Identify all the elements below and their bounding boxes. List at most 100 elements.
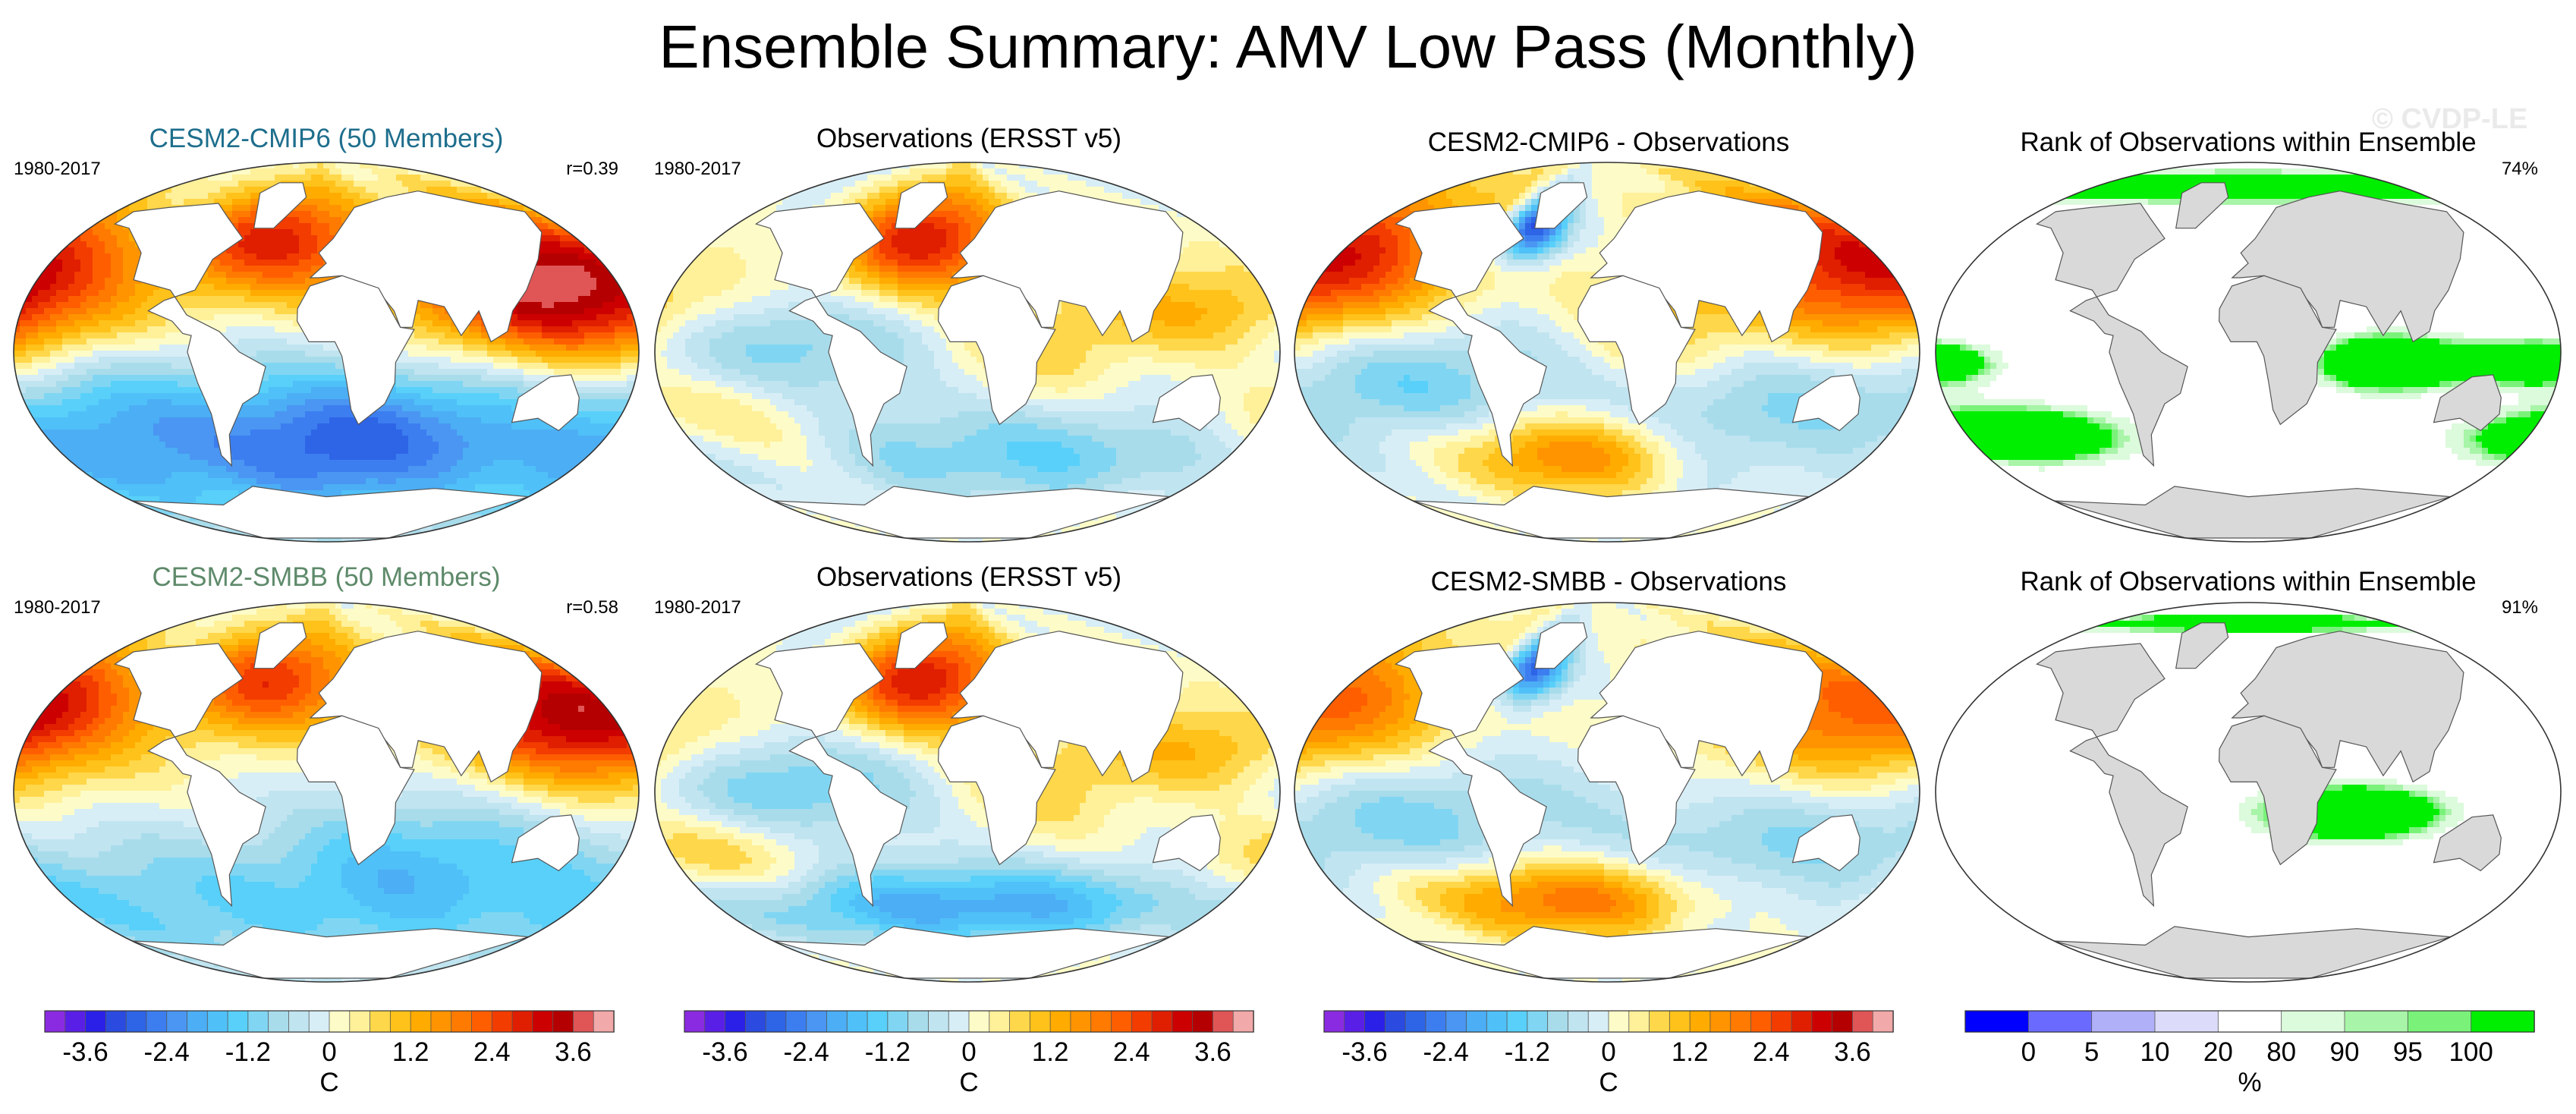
colorbar-bin xyxy=(85,1010,107,1033)
colorbar-bin xyxy=(1131,1010,1153,1033)
map-border xyxy=(1294,602,1920,983)
colorbar-bin xyxy=(1587,1010,1609,1033)
colorbar-bin xyxy=(430,1010,452,1033)
colorbar-bin xyxy=(989,1010,1011,1033)
colorbar-bin xyxy=(1750,1010,1772,1033)
world-map xyxy=(654,602,1281,983)
map-panel xyxy=(1290,159,1924,545)
colorbar-bin xyxy=(1384,1010,1406,1033)
map-panel xyxy=(650,159,1285,545)
map-border xyxy=(654,162,1281,543)
colorbar-bin xyxy=(105,1010,127,1033)
colorbar-bin xyxy=(1090,1010,1112,1033)
period-label: 1980-2017 xyxy=(654,158,741,181)
colorbar-tick-label: -1.2 xyxy=(1505,1037,1550,1067)
colorbar-bin xyxy=(887,1010,909,1033)
colorbar-graphic: -3.6 -2.4 -1.2 0 1.2 2.4 3.6 C xyxy=(684,1010,1254,1097)
colorbar-bin xyxy=(1049,1010,1071,1033)
correlation-label: r=0.58 xyxy=(512,596,618,619)
colorbar-bin xyxy=(206,1010,228,1033)
colorbar-bin xyxy=(410,1010,432,1033)
colorbar-bin xyxy=(187,1010,209,1033)
panel-title: Rank of Observations within Ensemble xyxy=(1922,126,2574,159)
colorbar-bin xyxy=(744,1010,766,1033)
continent-outline xyxy=(1791,814,1860,872)
colorbar-tick-label: 2.4 xyxy=(1753,1037,1790,1067)
world-map xyxy=(1294,602,1920,983)
colorbar-bin xyxy=(2027,1010,2093,1033)
colorbar-bin xyxy=(806,1010,828,1033)
colorbar-tick-label: -3.6 xyxy=(62,1037,108,1067)
colorbar-bin xyxy=(2217,1010,2282,1033)
continent-outline xyxy=(2175,622,2229,669)
colorbar-tick-label: 3.6 xyxy=(1194,1037,1231,1067)
map-panel xyxy=(1290,599,1924,985)
colorbar-bin xyxy=(1852,1010,1874,1033)
colorbar-bin xyxy=(1628,1010,1650,1033)
colorbar-tick-label: 10 xyxy=(2140,1037,2170,1067)
colorbar-tick-label: 0 xyxy=(2021,1037,2036,1067)
temperature-colorbar: -3.6 -2.4 -1.2 0 1.2 2.4 3.6 C xyxy=(1323,1009,1899,1100)
colorbar-bin xyxy=(1425,1010,1447,1033)
rank-percent-label: 91% xyxy=(2432,596,2538,619)
colorbar-bin xyxy=(1009,1010,1031,1033)
continent-outline xyxy=(253,622,307,669)
colorbar-bin xyxy=(968,1010,990,1033)
continent-outline xyxy=(511,374,580,432)
colorbar-bin xyxy=(288,1010,310,1033)
colorbar-graphic: -3.6 -2.4 -1.2 0 1.2 2.4 3.6 C xyxy=(1323,1010,1894,1097)
colorbar-bin xyxy=(1811,1010,1833,1033)
rank-percent-label: 74% xyxy=(2432,158,2538,181)
world-map xyxy=(654,162,1281,543)
panel-title: Rank of Observations within Ensemble xyxy=(1922,565,2574,599)
colorbar-bin xyxy=(532,1010,554,1033)
colorbar-bin xyxy=(1486,1010,1508,1033)
colorbar-bin xyxy=(573,1010,595,1033)
continent-outline xyxy=(937,275,1056,426)
colorbar-bin xyxy=(329,1010,351,1033)
continent-outline xyxy=(113,643,266,908)
colorbar-tick-label: 0 xyxy=(1601,1037,1615,1067)
colorbar-bin xyxy=(1192,1010,1214,1033)
continent-outline xyxy=(2218,275,2337,426)
map-border xyxy=(13,602,640,983)
colorbar-bin xyxy=(471,1010,493,1033)
continent-outline xyxy=(132,926,529,979)
field-shading xyxy=(655,603,1280,982)
continent-outline xyxy=(296,275,415,426)
colorbar-bin xyxy=(1364,1010,1386,1033)
colorbar-bin xyxy=(227,1010,249,1033)
colorbar-bin xyxy=(552,1010,574,1033)
panel-title: CESM2-CMIP6 (50 Members) xyxy=(0,122,653,156)
colorbar-bin xyxy=(928,1010,950,1033)
map-border xyxy=(1294,162,1920,543)
colorbar-bin xyxy=(1404,1010,1426,1033)
colorbar-bin xyxy=(349,1010,371,1033)
colorbar-bin xyxy=(1506,1010,1528,1033)
watermark: © CVDP-LE xyxy=(2372,103,2527,136)
map-panel xyxy=(1931,599,2565,985)
continent-outline xyxy=(132,486,529,539)
colorbar-bin xyxy=(2091,1010,2156,1033)
map-panel xyxy=(1931,159,2565,545)
panel-title: Observations (ERSST v5) xyxy=(643,561,1295,594)
colorbar-bin xyxy=(1445,1010,1467,1033)
continent-outline xyxy=(1394,203,1547,467)
continent-outline xyxy=(2175,182,2229,229)
colorbar-tick-label: -3.6 xyxy=(702,1037,747,1067)
world-map xyxy=(1294,162,1920,543)
colorbar-bin xyxy=(1568,1010,1590,1033)
continent-outline xyxy=(1533,182,1588,229)
colorbar-tick-label: 3.6 xyxy=(1834,1037,1871,1067)
colorbar-tick-label: 5 xyxy=(2084,1037,2099,1067)
continent-outline xyxy=(1577,715,1696,866)
colorbar-tick-label: 0 xyxy=(961,1037,976,1067)
colorbar-bin xyxy=(684,1010,706,1033)
colorbar-bin xyxy=(1151,1010,1173,1033)
figure-title: Ensemble Summary: AMV Low Pass (Monthly) xyxy=(0,8,2576,87)
world-map xyxy=(13,602,640,983)
map-panel xyxy=(650,599,1285,985)
colorbar-tick-label: 80 xyxy=(2266,1037,2296,1067)
colorbar-bin xyxy=(1111,1010,1133,1033)
colorbar-bin xyxy=(1832,1010,1854,1033)
